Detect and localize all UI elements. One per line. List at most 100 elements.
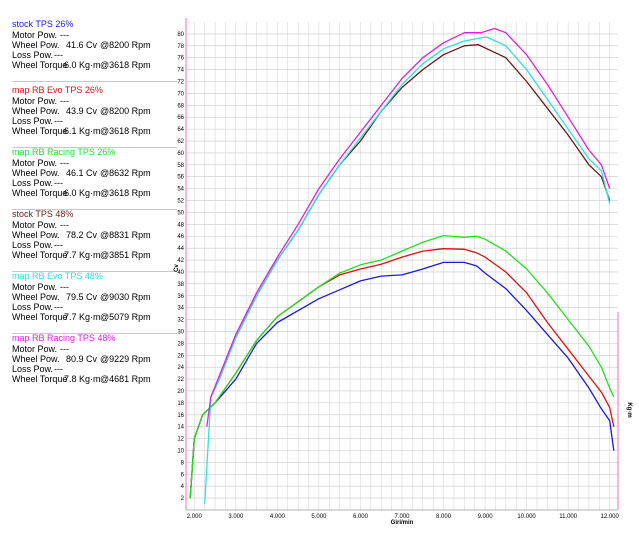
legend-separator bbox=[12, 271, 177, 272]
wheel-power-row: Wheel Pow. 43.9 Cv @8200 Rpm bbox=[12, 106, 180, 116]
row-value: 79.5 Cv bbox=[65, 292, 97, 302]
legend-separator bbox=[12, 333, 177, 334]
legend-title: stock TPS 26% bbox=[12, 19, 74, 29]
legend-entry: map RB Racing TPS 26% Motor Pow. --- Wheel … bbox=[12, 147, 180, 198]
row-label: Wheel Pow. bbox=[12, 354, 60, 364]
y-tick-label: 68 bbox=[177, 103, 184, 109]
y-tick-label: 14 bbox=[177, 425, 184, 431]
row-value: 78.2 Cv bbox=[65, 230, 97, 240]
row-rpm: @3618 Rpm bbox=[100, 188, 151, 198]
row-label: Wheel Pow. bbox=[12, 106, 60, 116]
loss-power-row: Loss Pow. --- bbox=[12, 178, 180, 188]
row-value: 46.1 Cv bbox=[65, 168, 97, 178]
y-axis-label-right: Kg·m bbox=[626, 402, 632, 417]
legend-title: stock TPS 48% bbox=[12, 209, 74, 219]
row-value: 6.0 Kg·m bbox=[64, 60, 101, 70]
y-tick-label: 76 bbox=[177, 56, 184, 62]
y-tick-label: 58 bbox=[177, 163, 184, 169]
x-tick-label: 6.000 bbox=[353, 514, 369, 520]
row-label: Wheel Pow. bbox=[12, 292, 60, 302]
row-label: Motor Pow. bbox=[12, 158, 58, 168]
row-value: 7.7 Kg·m bbox=[64, 250, 101, 260]
wheel-power-row: Wheel Pow. 46.1 Cv @8632 Rpm bbox=[12, 168, 180, 178]
y-tick-label: 26 bbox=[177, 353, 184, 359]
row-value: --- bbox=[60, 30, 69, 40]
motor-power-row: Motor Pow. --- bbox=[12, 282, 180, 292]
x-tick-label: 4.000 bbox=[270, 514, 286, 520]
y-tick-label: 2 bbox=[181, 496, 185, 502]
wheel-torque-row: Wheel Torque 6.0 Kg·m @3618 Rpm bbox=[12, 188, 180, 198]
row-value: --- bbox=[54, 302, 63, 312]
y-tick-label: 64 bbox=[177, 127, 184, 133]
row-value: --- bbox=[54, 364, 63, 374]
row-rpm: @9030 Rpm bbox=[100, 292, 151, 302]
row-rpm: @8200 Rpm bbox=[100, 106, 151, 116]
y-tick-label: 34 bbox=[177, 306, 184, 312]
series-line bbox=[204, 36, 611, 505]
legend-title: map RB Racing TPS 48% bbox=[12, 333, 116, 343]
loss-power-row: Loss Pow. --- bbox=[12, 364, 180, 374]
wheel-torque-row: Wheel Torque 7.7 Kg·m @5079 Rpm bbox=[12, 312, 180, 322]
legend-separator bbox=[12, 147, 177, 148]
y-tick-label: 50 bbox=[177, 210, 184, 216]
row-value: --- bbox=[60, 158, 69, 168]
x-tick-label: 7.000 bbox=[394, 514, 410, 520]
row-rpm: @3618 Rpm bbox=[100, 126, 151, 136]
y-tick-label: 70 bbox=[177, 91, 184, 97]
x-tick-label: 12.000 bbox=[601, 514, 620, 520]
row-label: Loss Pow. bbox=[12, 364, 54, 374]
row-label: Motor Pow. bbox=[12, 282, 58, 292]
row-value: --- bbox=[60, 220, 69, 230]
row-label: Wheel Pow. bbox=[12, 40, 60, 50]
row-label: Wheel Torque bbox=[12, 188, 68, 198]
row-label: Wheel Torque bbox=[12, 250, 68, 260]
y-tick-label: 74 bbox=[177, 68, 184, 74]
y-tick-label: 46 bbox=[177, 234, 184, 240]
legend-entry: map RB Evo TPS 26% Motor Pow. --- Wheel Pow… bbox=[12, 85, 180, 136]
wheel-torque-row: Wheel Torque 7.8 Kg·m @4681 Rpm bbox=[12, 374, 180, 384]
y-tick-label: 32 bbox=[177, 318, 184, 324]
row-label: Wheel Torque bbox=[12, 312, 68, 322]
row-label: Motor Pow. bbox=[12, 220, 58, 230]
x-tick-label: 8.000 bbox=[436, 514, 452, 520]
x-tick-label: 11.000 bbox=[559, 514, 578, 520]
y-tick-label: 52 bbox=[177, 199, 184, 205]
y-tick-label: 66 bbox=[177, 115, 184, 121]
wheel-power-row: Wheel Pow. 80.9 Cv @9229 Rpm bbox=[12, 354, 180, 364]
motor-power-row: Motor Pow. --- bbox=[12, 30, 180, 40]
wheel-power-row: Wheel Pow. 41.6 Cv @8200 Rpm bbox=[12, 40, 180, 50]
row-label: Wheel Pow. bbox=[12, 230, 60, 240]
x-axis-label: Giri/min bbox=[391, 520, 414, 526]
motor-power-row: Motor Pow. --- bbox=[12, 96, 180, 106]
motor-power-row: Motor Pow. --- bbox=[12, 158, 180, 168]
y-tick-label: 80 bbox=[177, 32, 184, 38]
y-tick-label: 22 bbox=[177, 377, 184, 383]
row-value: --- bbox=[54, 178, 63, 188]
row-rpm: @8200 Rpm bbox=[100, 40, 151, 50]
loss-power-row: Loss Pow. --- bbox=[12, 240, 180, 250]
loss-power-row: Loss Pow. --- bbox=[12, 116, 180, 126]
row-rpm: @3618 Rpm bbox=[100, 60, 151, 70]
y-tick-label: 62 bbox=[177, 139, 184, 145]
legend-title: map RB Evo TPS 26% bbox=[12, 85, 103, 95]
series-line bbox=[189, 234, 615, 499]
row-rpm: @5079 Rpm bbox=[100, 312, 151, 322]
y-tick-label: 44 bbox=[177, 246, 184, 252]
legend-title: map RB Evo TPS 48% bbox=[12, 271, 103, 281]
row-label: Loss Pow. bbox=[12, 302, 54, 312]
series-line bbox=[189, 261, 615, 499]
row-label: Motor Pow. bbox=[12, 30, 58, 40]
row-rpm: @8632 Rpm bbox=[100, 168, 151, 178]
loss-power-row: Loss Pow. --- bbox=[12, 50, 180, 60]
y-tick-label: 72 bbox=[177, 80, 184, 86]
y-tick-label: 54 bbox=[177, 187, 184, 193]
row-value: 6.1 Kg·m bbox=[64, 126, 101, 136]
y-tick-label: 48 bbox=[177, 222, 184, 228]
row-label: Wheel Torque bbox=[12, 60, 68, 70]
wheel-power-row: Wheel Pow. 78.2 Cv @8831 Rpm bbox=[12, 230, 180, 240]
y-tick-label: 78 bbox=[177, 44, 184, 50]
legend-title: map RB Racing TPS 26% bbox=[12, 147, 116, 157]
motor-power-row: Motor Pow. --- bbox=[12, 220, 180, 230]
row-value: 6.0 Kg·m bbox=[64, 188, 101, 198]
